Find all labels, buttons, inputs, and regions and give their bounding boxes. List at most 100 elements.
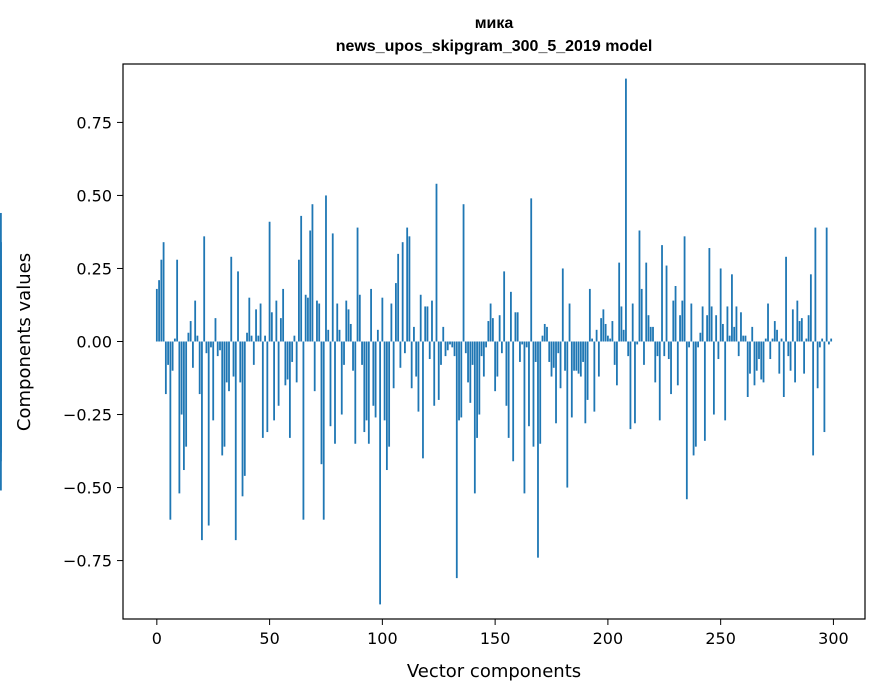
bar-279 (785, 256, 787, 342)
bar-50 (268, 221, 271, 342)
bar-278 (782, 341, 785, 397)
bar-183 (568, 303, 571, 342)
bar-142 (476, 341, 478, 438)
bar-160 (516, 312, 519, 342)
bar-37 (239, 341, 242, 383)
bar-104 (390, 303, 393, 342)
bar-19 (198, 341, 201, 395)
bar-222 (656, 341, 659, 357)
bar-262 (746, 341, 749, 397)
bar-282 (791, 309, 794, 342)
bar-210 (629, 341, 632, 430)
x-tick-label-250: 250 (705, 629, 736, 648)
bar-251 (722, 323, 724, 342)
bar-undefined (0, 300, 2, 342)
bar-27 (216, 341, 219, 357)
bar-276 (778, 341, 781, 374)
bar-201 (609, 338, 612, 342)
bar-188 (579, 341, 582, 377)
bar-141 (473, 341, 476, 494)
bar-250 (719, 268, 722, 342)
bar-87 (352, 341, 354, 371)
bar-103 (388, 341, 391, 447)
bar-69 (311, 204, 314, 342)
bar-72 (318, 303, 321, 342)
bar-14 (187, 332, 190, 342)
bar-269 (762, 341, 765, 383)
bar-247 (712, 341, 715, 415)
bar-295 (821, 338, 824, 342)
bar-205 (618, 262, 621, 342)
bar-244 (706, 315, 709, 342)
bar-68 (309, 230, 312, 342)
bar-41 (248, 297, 251, 342)
bar-156 (507, 341, 510, 438)
bar-263 (749, 341, 751, 374)
bar-238 (692, 341, 695, 456)
bar-22 (205, 341, 208, 354)
bar-5 (167, 341, 169, 365)
bar-128 (444, 341, 447, 357)
bar-158 (512, 341, 515, 462)
bar-288 (805, 338, 808, 342)
bar-257 (735, 306, 738, 342)
bar-34 (232, 341, 235, 377)
bar-38 (241, 341, 244, 497)
bar-115 (415, 341, 418, 377)
bar-92 (363, 341, 366, 433)
bar-139 (469, 341, 472, 403)
bar-291 (812, 341, 815, 456)
bar-91 (361, 341, 363, 365)
bar-6 (169, 341, 172, 520)
bar-79 (334, 341, 336, 444)
bar-186 (575, 341, 578, 371)
bar-239 (694, 341, 697, 447)
bar-195 (595, 329, 598, 342)
bar-167 (532, 341, 535, 447)
bar-25 (212, 341, 215, 421)
bar-199 (604, 323, 607, 342)
bar-203 (613, 341, 616, 365)
bar-3 (162, 242, 165, 342)
bar-23 (207, 341, 210, 526)
bar-216 (643, 341, 645, 365)
bar-174 (548, 341, 551, 362)
bar-undefined (0, 341, 2, 435)
bar-81 (338, 329, 341, 342)
bar-76 (327, 329, 330, 342)
bar-43 (252, 341, 255, 365)
bar-177 (555, 341, 557, 424)
chart-subtitle: news_upos_skipgram_300_5_2019 model (336, 38, 653, 55)
bar-134 (458, 341, 460, 421)
bar-179 (559, 341, 562, 389)
bar-52 (273, 341, 275, 421)
bar-94 (367, 341, 370, 444)
bar-1 (158, 280, 160, 342)
bar-253 (726, 306, 729, 342)
bar-266 (755, 341, 758, 371)
bar-157 (510, 291, 512, 342)
bar-178 (557, 341, 560, 354)
y-tick-label-0: −0.75 (63, 552, 112, 571)
bar-215 (640, 288, 643, 342)
bar-190 (584, 341, 587, 424)
bar-109 (401, 242, 404, 342)
bar-196 (597, 341, 600, 377)
y-axis-label: Components values (14, 253, 35, 431)
bar-48 (264, 335, 266, 342)
bar-214 (638, 230, 641, 342)
bar-137 (464, 341, 467, 354)
bar-143 (478, 341, 481, 415)
bar-118 (422, 341, 424, 459)
bar-169 (537, 341, 539, 558)
bar-255 (731, 274, 733, 342)
bar-42 (250, 335, 253, 342)
bar-40 (246, 332, 248, 342)
bar-281 (789, 341, 792, 371)
bar-189 (582, 341, 584, 362)
bar-99 (379, 341, 381, 605)
bar-297 (825, 227, 828, 342)
bar-228 (670, 341, 672, 395)
bar-159 (514, 312, 517, 342)
